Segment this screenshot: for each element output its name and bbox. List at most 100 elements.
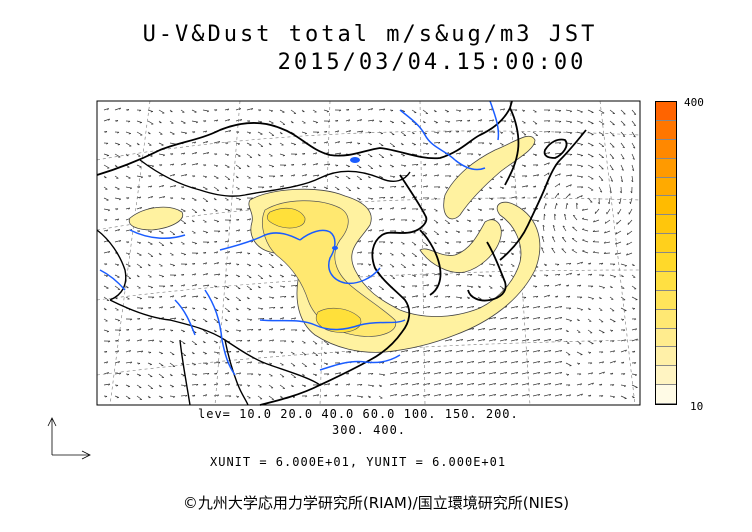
wind-arrow — [147, 120, 154, 125]
wind-arrow-head — [284, 164, 287, 167]
wind-arrow — [598, 186, 603, 193]
wind-arrow-head — [424, 163, 427, 166]
wind-arrow-head — [162, 154, 166, 157]
wind-arrow-head — [163, 196, 166, 199]
wind-arrow-head — [348, 383, 351, 386]
wind-arrow-head — [600, 179, 604, 181]
wind-arrow — [246, 361, 252, 364]
wind-arrow — [180, 394, 188, 397]
wind-arrow — [444, 120, 451, 123]
wind-arrow — [422, 185, 428, 188]
wind-arrow-head — [204, 309, 207, 311]
wind-arrow-head — [557, 264, 560, 266]
wind-arrow — [279, 153, 285, 156]
wind-arrow — [609, 360, 616, 364]
wind-arrow — [587, 329, 593, 334]
wind-arrow — [180, 373, 185, 376]
wind-arrow-head — [360, 119, 362, 122]
wind-arrow — [136, 252, 142, 256]
wind-arrow — [616, 219, 622, 225]
wind-arrow — [169, 351, 175, 355]
wind-arrow-head — [570, 184, 572, 187]
wind-arrow-head — [394, 230, 397, 233]
wind-arrow — [158, 274, 164, 277]
wind-arrow — [158, 395, 163, 398]
wind-arrow-head — [615, 232, 618, 235]
wind-arrow — [587, 120, 594, 124]
wind-arrow-head — [282, 317, 285, 320]
wind-arrow-head — [141, 307, 144, 310]
wind-arrow-head — [534, 154, 538, 157]
wind-arrow — [290, 351, 295, 355]
wind-arrow — [158, 328, 165, 331]
wind-arrow-head — [215, 165, 219, 167]
wind-arrow-head — [127, 386, 130, 388]
wind-arrow-head — [489, 143, 493, 145]
wind-arrow-head — [304, 133, 307, 135]
wind-arrow — [554, 316, 562, 320]
wind-arrow-head — [590, 362, 593, 365]
wind-arrow-head — [633, 113, 636, 115]
wind-arrow-head — [538, 339, 541, 342]
wind-arrow — [587, 296, 594, 300]
wind-arrow-head — [483, 394, 486, 397]
wind-arrow-head — [602, 274, 605, 277]
wind-arrow-head — [502, 229, 505, 232]
wind-arrow-head — [271, 328, 274, 331]
wind-arrow — [510, 175, 515, 178]
wind-arrow — [367, 207, 375, 210]
wind-arrow-head — [195, 374, 198, 376]
wind-arrow-head — [217, 262, 219, 265]
wind-arrow-head — [196, 163, 199, 166]
wind-arrow — [125, 263, 131, 267]
wind-arrow-head — [172, 163, 175, 166]
wind-arrow — [224, 208, 230, 211]
wind-arrow-head — [193, 307, 196, 310]
wind-arrow — [554, 183, 561, 188]
wind-arrow — [554, 349, 562, 353]
wind-arrow-head — [426, 185, 429, 188]
wind-arrow — [455, 305, 463, 309]
wind-arrow-head — [516, 372, 519, 375]
wind-arrow — [631, 373, 637, 376]
wind-arrow — [587, 153, 594, 158]
wind-arrow-head — [383, 197, 386, 199]
wind-arrow — [455, 296, 463, 299]
wind-arrow-head — [536, 295, 539, 298]
wind-arrow-head — [368, 264, 372, 266]
wind-arrow — [411, 274, 416, 277]
wind-arrow-head — [317, 131, 320, 134]
wind-arrow — [543, 327, 551, 331]
wind-arrow — [290, 142, 296, 145]
wind-arrow-head — [505, 317, 508, 320]
wind-arrow-head — [372, 385, 375, 388]
wind-arrow — [235, 153, 241, 157]
wind-arrow-head — [633, 146, 636, 149]
wind-arrow — [532, 219, 540, 222]
wind-arrow — [290, 131, 295, 135]
rivers — [99, 100, 500, 376]
wind-arrow-head — [580, 111, 583, 113]
wind-arrow — [571, 249, 578, 254]
wind-arrow-head — [314, 186, 317, 189]
wind-arrow — [609, 142, 615, 148]
wind-arrow-head — [537, 174, 540, 177]
wind-arrow-head — [629, 201, 631, 204]
wind-arrow — [191, 273, 196, 276]
wind-arrow-head — [461, 306, 464, 309]
wind-arrow — [136, 153, 141, 157]
wind-arrow-head — [194, 243, 197, 245]
wind-arrow-head — [461, 339, 464, 342]
wind-arrow-head — [380, 120, 383, 123]
wind-arrow — [224, 130, 231, 133]
wind-arrow-head — [215, 153, 218, 156]
wind-arrow-head — [238, 229, 241, 232]
wind-arrow-head — [549, 350, 552, 353]
wind-arrow — [400, 131, 407, 136]
wind-arrow — [521, 120, 526, 124]
wind-arrow-head — [548, 152, 551, 155]
wind-arrow-head — [273, 175, 276, 178]
wind-arrow — [598, 109, 605, 114]
wind-arrow — [598, 307, 603, 311]
wind-arrow — [334, 186, 340, 190]
